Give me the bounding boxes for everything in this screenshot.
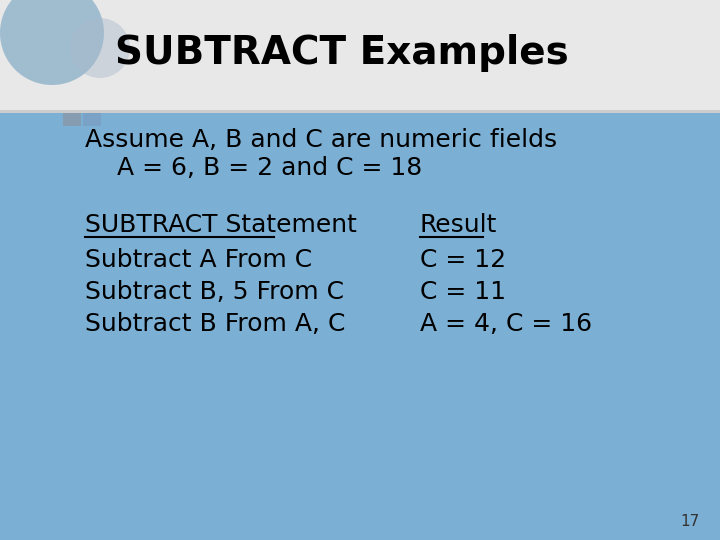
Text: Subtract A From C: Subtract A From C [85, 248, 312, 272]
Text: Subtract B, 5 From C: Subtract B, 5 From C [85, 280, 344, 304]
Bar [63, 113, 81, 126]
Text: C = 11: C = 11 [420, 280, 506, 304]
Text: 17: 17 [680, 515, 700, 530]
Bar [83, 113, 101, 126]
Circle shape [0, 0, 104, 85]
Text: SUBTRACT Examples: SUBTRACT Examples [115, 34, 569, 72]
Text: A = 6, B = 2 and C = 18: A = 6, B = 2 and C = 18 [85, 156, 422, 180]
Text: Result: Result [420, 213, 498, 237]
Bar [0, 110, 720, 113]
Text: SUBTRACT Statement: SUBTRACT Statement [85, 213, 357, 237]
Circle shape [70, 18, 130, 78]
Text: C = 12: C = 12 [420, 248, 506, 272]
Text: Assume A, B and C are numeric fields: Assume A, B and C are numeric fields [85, 128, 557, 152]
Bar [0, 0, 720, 110]
Text: Subtract B From A, C: Subtract B From A, C [85, 312, 346, 336]
Text: A = 4, C = 16: A = 4, C = 16 [420, 312, 592, 336]
